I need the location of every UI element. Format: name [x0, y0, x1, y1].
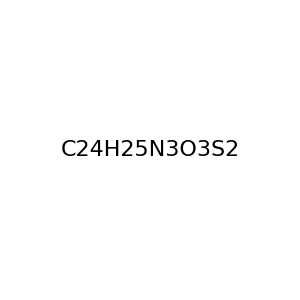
Text: C24H25N3O3S2: C24H25N3O3S2 — [60, 140, 240, 160]
